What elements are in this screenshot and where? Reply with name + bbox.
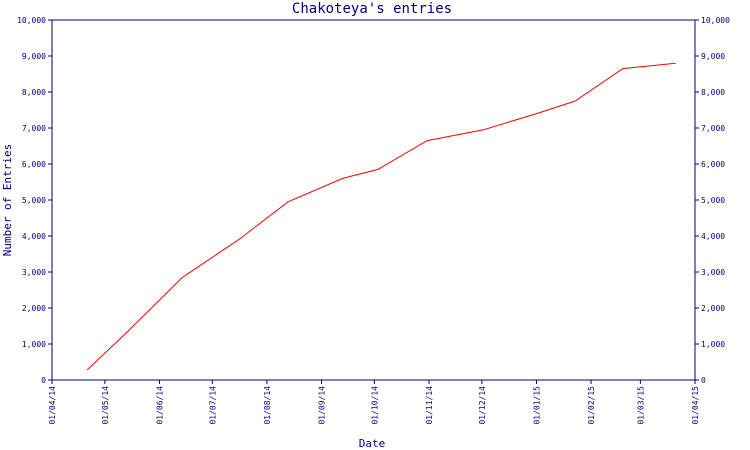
y-tick-label-right: 9,000 bbox=[701, 52, 725, 61]
x-axis: 01/04/14 01/05/14 01/06/14 01/07/14 01/08/14… bbox=[48, 380, 700, 425]
x-tick-label: 01/04/14 bbox=[48, 386, 57, 425]
y-tick-label-right: 2,000 bbox=[701, 304, 725, 313]
y-tick-label-left: 9,000 bbox=[22, 52, 46, 61]
y-tick-label-left: 0 bbox=[41, 376, 46, 385]
x-axis-label: Date bbox=[359, 437, 386, 450]
y-tick-label-right: 7,000 bbox=[701, 124, 725, 133]
y-tick-label-right: 8,000 bbox=[701, 88, 725, 97]
y-tick-label-right: 5,000 bbox=[701, 196, 725, 205]
y-tick-label-right: 3,000 bbox=[701, 268, 725, 277]
series-line bbox=[86, 62, 676, 371]
y-tick-label-left: 7,000 bbox=[22, 124, 46, 133]
chart-title: Chakoteya's entries bbox=[292, 1, 452, 17]
y-axis-right: 0 1,000 2,000 3,000 4,000 5,000 6,000 7,000 8,00… bbox=[695, 16, 730, 385]
y-tick-label-left: 8,000 bbox=[22, 88, 46, 97]
y-tick-label-right: 10,000 bbox=[701, 16, 730, 25]
x-tick-label: 01/05/14 bbox=[101, 386, 110, 425]
x-tick-label: 01/06/14 bbox=[155, 386, 164, 425]
x-tick-label: 01/07/14 bbox=[208, 386, 217, 425]
x-tick-label: 01/04/15 bbox=[691, 386, 700, 425]
plot-area-frame bbox=[51, 19, 696, 381]
y-tick-label-right: 4,000 bbox=[701, 232, 725, 241]
y-tick-label-left: 2,000 bbox=[22, 304, 46, 313]
y-tick-label-right: 1,000 bbox=[701, 340, 725, 349]
y-tick-label-left: 5,000 bbox=[22, 196, 46, 205]
x-tick-label: 01/01/15 bbox=[532, 386, 541, 425]
y-tick-label-left: 1,000 bbox=[22, 340, 46, 349]
x-tick-label: 01/08/14 bbox=[263, 386, 272, 425]
y-tick-label-left: 10,000 bbox=[17, 16, 46, 25]
x-tick-label: 01/12/14 bbox=[478, 386, 487, 425]
y-tick-label-left: 6,000 bbox=[22, 160, 46, 169]
x-tick-label: 01/02/15 bbox=[587, 386, 596, 425]
y-axis-left: 0 1,000 2,000 3,000 4,000 5,000 6,000 7,000 8,00… bbox=[17, 16, 52, 385]
y-tick-label-right: 6,000 bbox=[701, 160, 725, 169]
x-tick-label: 01/09/14 bbox=[318, 386, 327, 425]
series-layer bbox=[86, 62, 676, 371]
y-tick-label-left: 4,000 bbox=[22, 232, 46, 241]
y-tick-label-left: 3,000 bbox=[22, 268, 46, 277]
x-tick-label: 01/11/14 bbox=[425, 386, 434, 425]
x-tick-label: 01/10/14 bbox=[370, 386, 379, 425]
y-axis-label: Number of Entries bbox=[1, 144, 14, 257]
x-tick-label: 01/03/15 bbox=[636, 386, 645, 425]
y-tick-label-right: 0 bbox=[701, 376, 706, 385]
